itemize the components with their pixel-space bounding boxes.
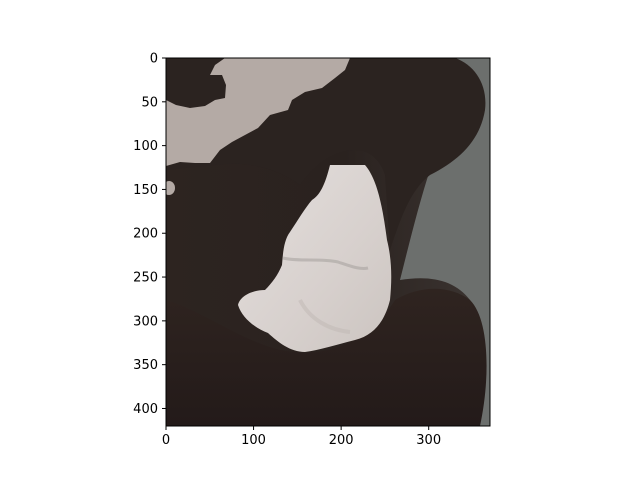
gray-backdrop [400, 58, 490, 426]
x-tick-label: 100 [241, 433, 266, 448]
y-tick-label: 400 [133, 402, 158, 417]
tooth-shade-lower [298, 299, 351, 334]
y-tick-label: 150 [133, 183, 158, 198]
y-tick-label: 300 [133, 314, 158, 329]
y-tick-label: 250 [133, 271, 158, 286]
y-axis-ticks: 0 50 100 150 200 250 300 350 400 [133, 52, 166, 417]
background-wall [166, 58, 350, 166]
x-axis-ticks: 0 100 200 300 [162, 426, 441, 448]
y-tick-label: 50 [141, 95, 158, 110]
axes-frame [165, 57, 491, 427]
lower-lip [166, 288, 487, 426]
background-wall-spot [166, 181, 175, 195]
y-tick-label: 200 [133, 227, 158, 242]
teeth [238, 165, 392, 352]
photo-image [166, 58, 490, 426]
x-tick-label: 200 [329, 433, 354, 448]
x-tick-label: 0 [162, 433, 170, 448]
x-tick-label: 300 [416, 433, 441, 448]
y-tick-label: 0 [150, 52, 158, 67]
y-tick-label: 100 [133, 139, 158, 154]
tooth-shade [282, 256, 369, 270]
y-tick-label: 350 [133, 358, 158, 373]
